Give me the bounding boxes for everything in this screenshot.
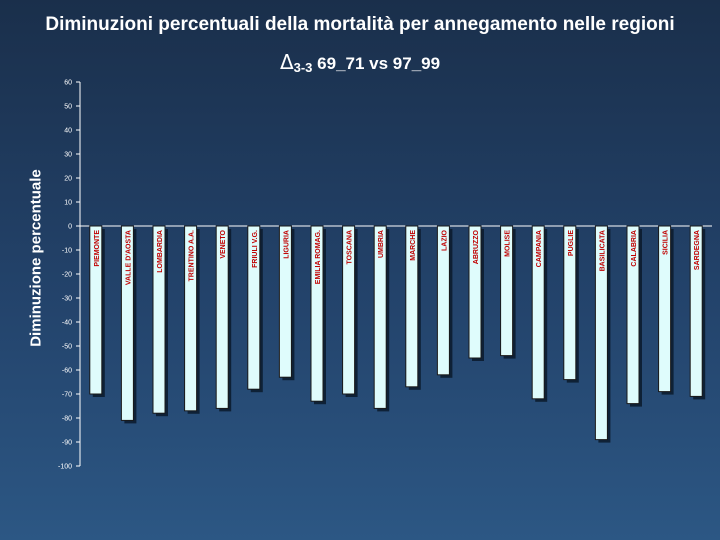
bar — [373, 225, 387, 409]
category-label: ABRUZZO — [473, 229, 480, 264]
y-tick-label: 10 — [64, 200, 72, 207]
bar — [658, 225, 672, 393]
category-label: FRIULI V.G. — [252, 230, 259, 268]
bar — [594, 225, 608, 441]
category-label: BASILICATA — [599, 230, 606, 271]
bar — [405, 225, 419, 388]
category-label: TOSCANA — [347, 230, 354, 264]
category-label: UMBRIA — [378, 230, 385, 258]
y-tick-label: -30 — [62, 296, 72, 303]
y-tick-label: 60 — [64, 80, 72, 87]
category-label: CAMPANIA — [536, 230, 543, 267]
category-label: CALABRIA — [631, 230, 638, 267]
category-label: SICILIA — [663, 230, 670, 255]
subtitle-text: 69_71 vs 97_99 — [317, 54, 441, 73]
y-tick-label: 20 — [64, 176, 72, 183]
category-label: MOLISE — [505, 230, 512, 257]
y-tick-label: 0 — [68, 224, 72, 231]
y-tick-label: -40 — [62, 320, 72, 327]
bar — [436, 225, 450, 376]
category-label: MARCHE — [410, 230, 417, 261]
category-label: LOMBARDIA — [157, 230, 164, 273]
bar — [278, 225, 292, 378]
bar — [500, 225, 514, 357]
chart-subtitle: Δ3-3 69_71 vs 97_99 — [0, 50, 720, 75]
bar — [89, 225, 103, 395]
category-label: VENETO — [220, 229, 227, 258]
category-label: TRENTINO A.A. — [189, 230, 196, 282]
chart-title: Diminuzioni percentuali della mortalità … — [45, 14, 675, 35]
category-label: SARDEGNA — [694, 230, 701, 270]
category-label: LIGURIA — [283, 230, 290, 259]
bar — [247, 225, 261, 390]
y-tick-label: 50 — [64, 104, 72, 111]
category-label: PIEMONTE — [94, 230, 101, 267]
delta-symbol: Δ — [279, 50, 294, 74]
bar — [531, 225, 545, 400]
bar — [215, 225, 229, 409]
category-label: LAZIO — [441, 229, 448, 251]
y-tick-label: 30 — [64, 152, 72, 159]
y-tick-label: -70 — [62, 392, 72, 399]
y-tick-label: -100 — [58, 464, 72, 471]
bar — [152, 225, 166, 414]
category-label: EMILIA ROMAG. — [315, 230, 322, 284]
category-label: VALLE D'AOSTA — [125, 230, 132, 285]
bar — [310, 225, 324, 402]
y-tick-label: -50 — [62, 344, 72, 351]
bar — [120, 225, 134, 421]
category-label: PUGLIE — [568, 230, 575, 256]
bar — [468, 225, 482, 359]
bar — [563, 225, 577, 381]
bar — [626, 225, 640, 405]
y-tick-label: -60 — [62, 368, 72, 375]
y-tick-label: -80 — [62, 416, 72, 423]
bar — [184, 225, 198, 412]
bar — [342, 225, 356, 395]
y-tick-label: -90 — [62, 440, 72, 447]
delta-subscript: 3-3 — [293, 60, 313, 75]
y-tick-label: -10 — [62, 248, 72, 255]
y-tick-label: 40 — [64, 128, 72, 135]
y-tick-label: -20 — [62, 272, 72, 279]
bar — [689, 225, 703, 397]
